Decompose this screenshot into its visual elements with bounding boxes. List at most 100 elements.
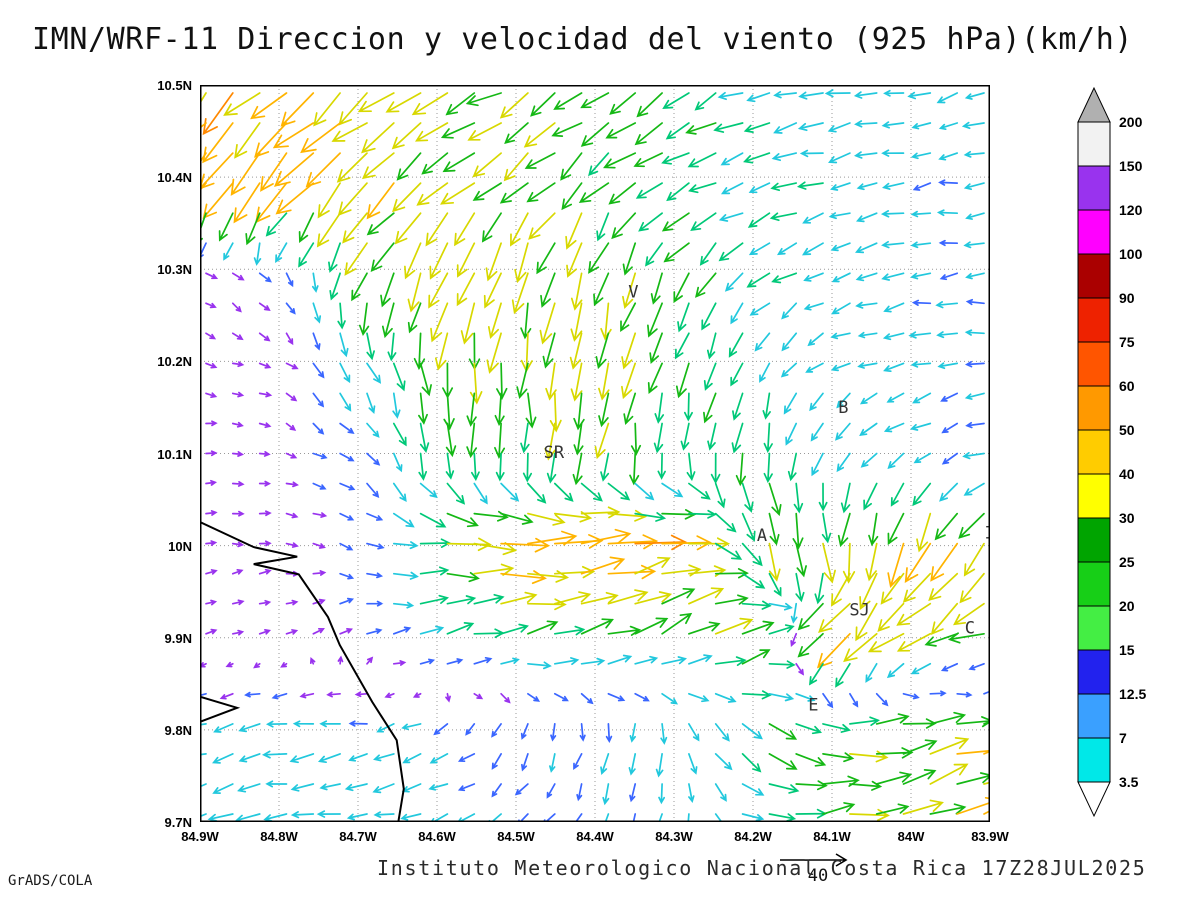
wind-arrow bbox=[553, 92, 583, 110]
wind-arrow bbox=[514, 242, 529, 284]
wind-arrow bbox=[205, 332, 217, 340]
wind-arrow bbox=[663, 242, 690, 263]
y-tick-label: 10.1N bbox=[157, 446, 192, 462]
wind-arrow bbox=[605, 723, 613, 744]
wind-arrow bbox=[205, 302, 217, 309]
wind-arrow bbox=[743, 152, 771, 164]
wind-arrow bbox=[822, 692, 834, 709]
wind-arrow bbox=[799, 149, 824, 158]
wind-arrow bbox=[496, 362, 508, 401]
wind-arrow bbox=[649, 332, 663, 365]
wind-arrow bbox=[717, 91, 744, 101]
wind-arrow bbox=[560, 152, 583, 181]
wind-arrow bbox=[258, 451, 271, 457]
wind-arrow bbox=[768, 572, 782, 597]
colorbar-band bbox=[1077, 253, 1111, 299]
wind-arrow bbox=[911, 299, 932, 306]
wind-arrow bbox=[822, 802, 856, 815]
wind-arrow bbox=[959, 572, 985, 604]
wind-arrow bbox=[522, 452, 533, 483]
wind-arrow bbox=[929, 690, 947, 697]
wind-arrow bbox=[661, 692, 679, 705]
wind-arrow bbox=[768, 692, 795, 702]
wind-arrow bbox=[392, 362, 406, 392]
wind-arrow bbox=[881, 182, 905, 190]
wind-arrow bbox=[391, 122, 422, 150]
wind-arrow bbox=[258, 302, 271, 312]
wind-arrow bbox=[465, 92, 502, 107]
wind-arrow bbox=[714, 656, 747, 667]
wind-arrow bbox=[527, 620, 559, 635]
wind-arrow bbox=[853, 151, 878, 159]
wind-arrow bbox=[607, 625, 642, 636]
wind-arrow bbox=[419, 566, 450, 576]
wind-arrow bbox=[407, 302, 422, 334]
wind-arrow bbox=[938, 122, 959, 131]
wind-arrow bbox=[661, 482, 684, 498]
wind-arrow bbox=[822, 542, 836, 584]
wind-arrow bbox=[605, 122, 637, 139]
wind-arrow bbox=[285, 481, 299, 488]
wind-arrow bbox=[807, 332, 824, 347]
station-label: C bbox=[965, 618, 975, 638]
wind-arrow bbox=[952, 602, 985, 626]
wind-arrow bbox=[771, 152, 798, 162]
wind-arrow bbox=[526, 182, 556, 203]
wind-arrow bbox=[859, 422, 878, 437]
wind-arrow bbox=[225, 661, 234, 668]
wind-arrow bbox=[354, 691, 368, 698]
wind-arrow bbox=[231, 302, 242, 313]
wind-arrow bbox=[580, 528, 632, 545]
wind-arrow bbox=[607, 564, 657, 580]
wind-arrow bbox=[600, 452, 610, 482]
y-tick-label: 10N bbox=[168, 538, 192, 554]
wind-arrow bbox=[500, 482, 520, 502]
wind-arrow bbox=[865, 662, 878, 683]
wind-arrow bbox=[392, 422, 407, 447]
wind-arrow bbox=[326, 691, 341, 698]
wind-arrow bbox=[795, 753, 827, 767]
colorbar-band bbox=[1077, 737, 1111, 783]
colorbar-band bbox=[1077, 561, 1111, 607]
wind-arrow bbox=[741, 620, 775, 635]
station-label: E bbox=[808, 696, 818, 716]
wind-arrow bbox=[366, 182, 395, 220]
wind-arrow bbox=[218, 212, 234, 242]
wind-arrow bbox=[657, 452, 666, 480]
wind-arrow bbox=[231, 451, 245, 457]
vector-key-arrow bbox=[780, 853, 848, 867]
wind-arrow bbox=[827, 122, 851, 133]
wind-arrow bbox=[317, 182, 341, 219]
wind-arrow bbox=[384, 692, 395, 699]
wind-arrow bbox=[285, 362, 299, 370]
x-tick-label: 84.8W bbox=[260, 829, 298, 844]
colorbar-tick-label: 150 bbox=[1119, 158, 1143, 174]
wind-arrow bbox=[714, 692, 737, 703]
wind-arrow bbox=[896, 602, 932, 626]
colorbar-tick-label: 40 bbox=[1119, 466, 1135, 482]
wind-arrow bbox=[963, 182, 985, 191]
x-axis: 84.9W 84.8W 84.7W 84.6W 84.5W 84.4W 84.3W 84.2W… bbox=[0, 827, 1200, 847]
wind-arrow bbox=[836, 392, 851, 409]
colorbar-band bbox=[1077, 517, 1111, 563]
wind-arrow bbox=[768, 602, 793, 611]
wind-arrow bbox=[412, 692, 422, 698]
wind-arrow bbox=[830, 362, 851, 372]
wind-arrow bbox=[881, 240, 905, 249]
colorbar-tick-label: 75 bbox=[1119, 334, 1135, 350]
wind-arrow bbox=[504, 122, 529, 145]
wind-arrow bbox=[433, 723, 449, 736]
wind-arrow bbox=[387, 332, 397, 362]
wind-arrow bbox=[261, 750, 288, 759]
wind-arrow bbox=[795, 692, 816, 702]
wind-arrow bbox=[231, 272, 245, 281]
wind-arrow bbox=[231, 510, 245, 517]
wind-arrow bbox=[376, 723, 395, 733]
wind-arrow bbox=[890, 482, 905, 507]
wind-arrow bbox=[366, 362, 382, 384]
wind-arrow bbox=[440, 182, 476, 205]
wind-arrow bbox=[550, 723, 557, 742]
wind-arrow bbox=[714, 783, 727, 802]
wind-arrow bbox=[312, 627, 325, 635]
wind-arrow bbox=[457, 783, 476, 792]
